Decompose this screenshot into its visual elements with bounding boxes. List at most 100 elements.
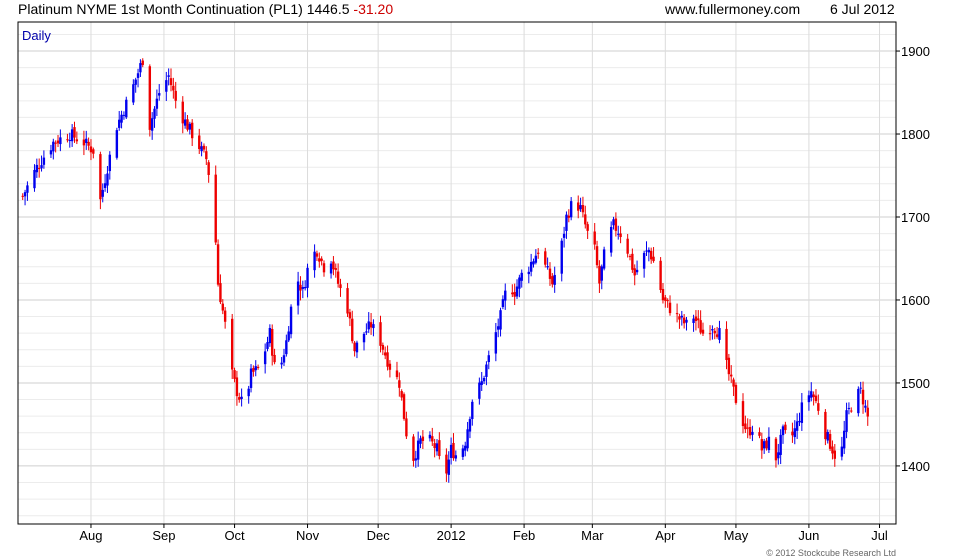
instrument-name: Platinum NYME 1st Month Continuation (PL… bbox=[18, 1, 303, 17]
candle-up bbox=[482, 377, 486, 382]
candle-up bbox=[464, 445, 467, 451]
candle-down bbox=[814, 395, 818, 402]
candle-up bbox=[70, 129, 74, 142]
candle-down bbox=[649, 250, 653, 260]
candle-up bbox=[515, 286, 519, 297]
candle-down bbox=[668, 302, 672, 314]
candle-up bbox=[306, 267, 309, 288]
candle-up bbox=[26, 185, 29, 193]
candle-up bbox=[365, 331, 368, 333]
candle-down bbox=[174, 90, 177, 101]
candle-up bbox=[496, 326, 500, 330]
site-url[interactable]: www.fullermoney.com bbox=[665, 1, 801, 17]
candle-up bbox=[167, 75, 170, 77]
candle-down bbox=[697, 318, 700, 321]
candle-down bbox=[626, 238, 629, 254]
candle-down bbox=[833, 450, 836, 459]
candle-up bbox=[268, 328, 272, 344]
candle-up bbox=[449, 444, 453, 458]
candle-down bbox=[169, 78, 173, 86]
candle-up bbox=[155, 98, 159, 109]
candle-up bbox=[287, 331, 290, 341]
candle-down bbox=[402, 394, 406, 419]
x-tick-label: Mar bbox=[581, 528, 604, 543]
candle-down bbox=[701, 329, 705, 334]
candle-up bbox=[560, 240, 563, 274]
candle-down bbox=[381, 344, 385, 350]
candle-up bbox=[249, 368, 253, 388]
candle-up bbox=[42, 157, 46, 165]
candle-up bbox=[282, 355, 286, 363]
y-tick-label: 1900 bbox=[901, 44, 930, 59]
candle-down bbox=[664, 297, 667, 301]
candle-up bbox=[134, 79, 137, 85]
candle-down bbox=[87, 141, 90, 146]
candle-down bbox=[207, 162, 210, 175]
candle-up bbox=[153, 108, 156, 119]
candle-up bbox=[419, 438, 422, 444]
candle-up bbox=[534, 255, 538, 263]
candle-up bbox=[303, 286, 307, 289]
candle-down bbox=[73, 127, 76, 138]
candle-down bbox=[92, 149, 95, 154]
candle-down bbox=[21, 195, 24, 197]
candle-down bbox=[741, 401, 745, 427]
candle-up bbox=[33, 169, 36, 189]
candle-up bbox=[767, 436, 771, 451]
x-tick-label: Aug bbox=[79, 528, 102, 543]
candle-down bbox=[760, 439, 764, 451]
candle-up bbox=[254, 366, 257, 371]
candle-up bbox=[485, 364, 488, 377]
candle-up bbox=[635, 269, 639, 273]
candle-down bbox=[75, 139, 79, 142]
candle-up bbox=[779, 434, 782, 455]
candle-down bbox=[346, 288, 349, 314]
candle-down bbox=[831, 446, 834, 454]
candle-up bbox=[355, 342, 359, 353]
candle-up bbox=[428, 434, 432, 439]
candle-up bbox=[680, 315, 683, 318]
candle-up bbox=[313, 251, 316, 271]
candle-down bbox=[141, 60, 144, 65]
candle-down bbox=[186, 119, 189, 130]
candle-down bbox=[332, 261, 335, 270]
candle-down bbox=[386, 352, 389, 367]
candle-down bbox=[202, 145, 206, 150]
candle-up bbox=[751, 431, 754, 435]
instrument-title: Platinum NYME 1st Month Continuation (PL… bbox=[18, 1, 393, 17]
y-axis: 1400 1500 1600 1700 1800 1900 bbox=[896, 44, 930, 474]
candle-up bbox=[435, 443, 439, 452]
candle-down bbox=[89, 146, 93, 153]
candle-down bbox=[256, 366, 260, 368]
candle-up bbox=[35, 164, 39, 173]
candle-down bbox=[172, 85, 175, 91]
candle-down bbox=[339, 284, 342, 289]
candle-up bbox=[826, 431, 829, 441]
candle-up bbox=[59, 137, 62, 145]
candle-up bbox=[447, 459, 450, 475]
candle-up bbox=[478, 382, 481, 399]
candle-down bbox=[666, 300, 669, 302]
candle-down bbox=[628, 256, 632, 258]
candle-up bbox=[810, 391, 813, 398]
candle-down bbox=[584, 214, 587, 225]
candle-up bbox=[565, 214, 568, 231]
candle-up bbox=[532, 261, 535, 265]
candle-up bbox=[372, 324, 375, 329]
x-tick-label: Apr bbox=[655, 528, 676, 543]
candle-up bbox=[263, 351, 267, 365]
candle-down bbox=[205, 151, 208, 160]
candle-down bbox=[725, 328, 728, 360]
candle-down bbox=[713, 330, 716, 334]
candle-down bbox=[379, 322, 382, 346]
last-price: 1446.5 bbox=[306, 1, 350, 17]
candle-down bbox=[238, 397, 241, 400]
candle-up bbox=[103, 183, 107, 188]
candle-down bbox=[817, 403, 820, 411]
candle-down bbox=[551, 276, 554, 285]
candle-down bbox=[567, 215, 571, 218]
candle-down bbox=[732, 379, 735, 387]
candle-down bbox=[320, 258, 323, 261]
candle-up bbox=[685, 319, 688, 323]
